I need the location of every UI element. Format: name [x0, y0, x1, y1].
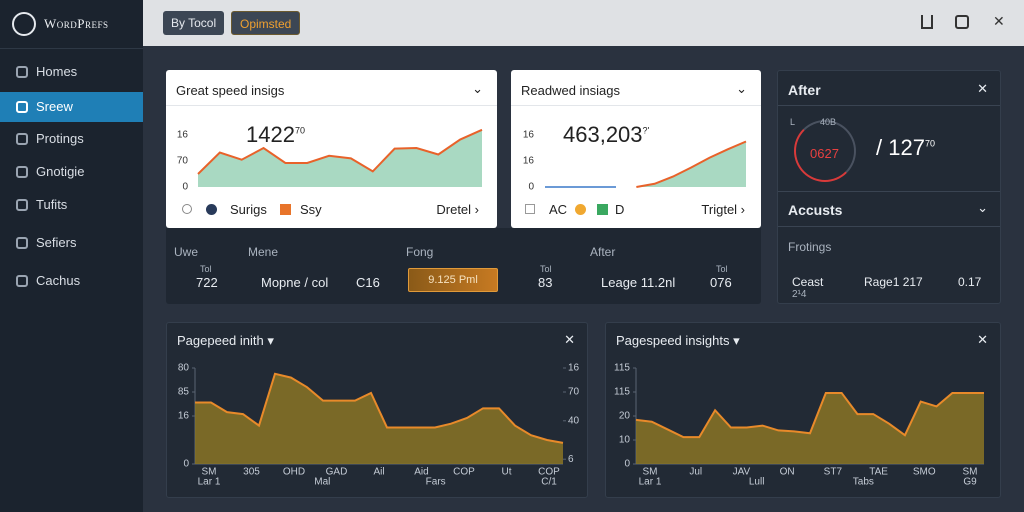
details-link[interactable]: Dretel ›: [436, 202, 479, 217]
card-title: Great speed insigs: [176, 83, 285, 98]
metric: / 12770: [876, 135, 935, 161]
toolbar: By Tocol Opimsted ✕: [143, 0, 1024, 46]
nav-item[interactable]: Protings: [0, 124, 143, 154]
card-title: Readwed insiags: [521, 83, 621, 98]
chart-icon[interactable]: [921, 15, 933, 29]
metric-sup: 70: [294, 125, 305, 136]
cell-small: Tol: [716, 264, 728, 274]
legend-label: Surigs: [230, 202, 267, 217]
cell: Mopne / col: [261, 275, 329, 290]
legend-label: Ssy: [300, 202, 322, 217]
metric: 142270: [246, 122, 305, 148]
nav-label: Gnotigie: [36, 164, 85, 179]
nav-item[interactable]: Cachus: [0, 266, 143, 296]
logo-text: WordPrefs: [44, 16, 109, 31]
panel-title[interactable]: Pagepeed inith ▾: [177, 333, 274, 348]
details-link[interactable]: Trigtel ›: [701, 202, 745, 217]
divider: [778, 105, 1000, 106]
cell: Leage 11.2nl: [601, 275, 676, 290]
cell: C16: [356, 275, 380, 290]
metric: 463,203?': [563, 122, 649, 148]
section-subtitle: Frotings: [788, 240, 832, 254]
gauge-label: 40B: [820, 117, 837, 127]
card: Readwed insiags ⌄ 463,203?' AC D Trigtel…: [511, 70, 761, 228]
divider: [0, 48, 143, 49]
card: Great speed insigs ⌄ 142270 Surigs Ssy D…: [166, 70, 497, 228]
chart-panel: Pagepeed inith ▾ ✕: [166, 322, 588, 498]
nav-item[interactable]: Sefiers: [0, 228, 143, 258]
cell: 722: [196, 275, 218, 290]
legend-swatch: [597, 204, 608, 215]
metric-sup: 70: [924, 138, 935, 149]
panel-title[interactable]: Pagespeed insights ▾: [616, 333, 740, 348]
panel-title: After: [788, 82, 821, 98]
divider: [778, 226, 1000, 227]
nav-label: Homes: [36, 64, 78, 79]
header: Fong: [406, 245, 434, 259]
section-title: Accusts: [788, 202, 843, 218]
cell: 83: [538, 275, 553, 290]
nav-label: Tufits: [36, 197, 68, 212]
header: Uwe: [174, 245, 199, 259]
legend-swatch: [206, 204, 217, 215]
chevron[interactable]: ⌄: [736, 81, 747, 96]
legend-label: AC: [549, 202, 568, 217]
metric-value: / 127: [876, 135, 925, 160]
chevron[interactable]: ⌄: [472, 81, 483, 96]
legend-label: D: [615, 202, 625, 217]
cell: 076: [710, 275, 732, 290]
nav-label: Sreew: [36, 99, 73, 114]
close-icon[interactable]: ✕: [977, 332, 988, 347]
nav-item[interactable]: Tufits: [0, 190, 143, 220]
after-panel: After ✕ L 40B 0627 / 12770 Accusts ⌄ Fro…: [777, 70, 1001, 304]
nav-item[interactable]: Gnotigie: [0, 157, 143, 187]
toolbar-button[interactable]: By Tocol: [163, 11, 225, 35]
panel-title-text: Pagepeed inith: [177, 333, 264, 348]
nav-label: Sefiers: [36, 235, 77, 250]
close-icon[interactable]: ✕: [993, 13, 1005, 29]
metric-value: 1422: [246, 122, 295, 147]
legend-swatch: [575, 204, 586, 215]
divider: [166, 105, 497, 106]
metric-sup: ?': [642, 125, 650, 136]
header: After: [590, 245, 616, 259]
chevron[interactable]: ⌄: [977, 200, 988, 215]
cell: Rage1 217: [864, 275, 923, 289]
cell-small: Tol: [540, 264, 552, 274]
header: Mene: [248, 245, 279, 259]
settings-icon[interactable]: [955, 15, 969, 29]
chart-panel: Pagespeed insights ▾ ✕: [605, 322, 1001, 498]
logo-icon: [12, 12, 36, 36]
cell-small: Tol: [200, 264, 212, 274]
cell: Ceast: [792, 275, 824, 289]
radio[interactable]: [182, 204, 192, 214]
close-icon[interactable]: ✕: [977, 81, 988, 96]
gauge-top: L: [790, 117, 796, 127]
nav-item[interactable]: Sreew: [0, 92, 143, 122]
cell: 2¹4: [792, 289, 807, 300]
toolbar-button[interactable]: Opimsted: [231, 11, 301, 35]
gauge-value: 0627: [810, 146, 839, 161]
nav-label: Protings: [36, 131, 84, 146]
close-icon[interactable]: ✕: [564, 332, 575, 347]
divider: [511, 105, 761, 106]
gauge: [794, 120, 856, 182]
cell: 0.17: [958, 275, 982, 289]
nav-label: Cachus: [36, 273, 81, 288]
checkbox[interactable]: [525, 204, 535, 214]
panel-title-text: Pagespeed insights: [616, 333, 730, 348]
legend-swatch: [280, 204, 291, 215]
metric-value: 463,203: [563, 122, 643, 147]
summary-table: Uwe Mene Fong After Tol 722 Mopne / col …: [166, 228, 761, 304]
sidebar: WordPrefs Homes Sreew Protings Gnotigie …: [0, 0, 143, 512]
nav-item[interactable]: Homes: [0, 57, 143, 87]
highlight-cell: 9.125 Pml: [408, 268, 498, 292]
divider: [778, 191, 1000, 192]
